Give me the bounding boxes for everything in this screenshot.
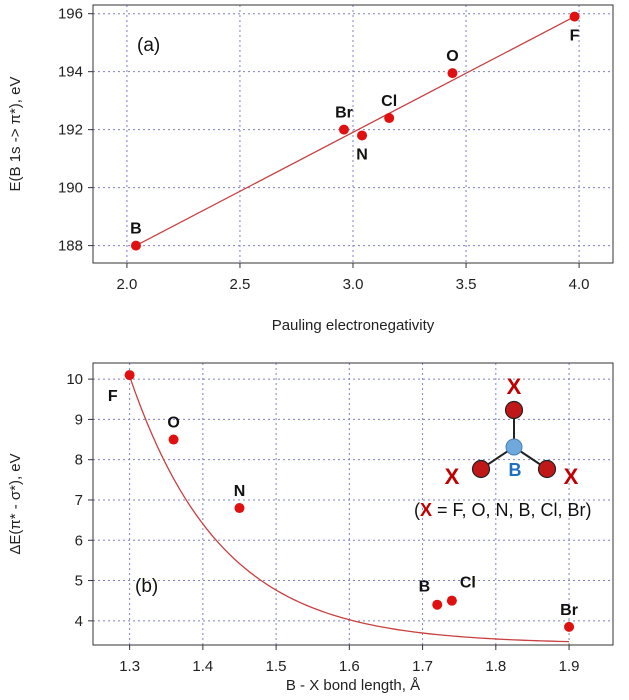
- chart-a-fit-line-path: [135, 16, 575, 247]
- chart-a-x-tick-label: 2.5: [230, 276, 251, 293]
- chart-b-data-point: [124, 370, 135, 381]
- chart-b-x-tick-label: 1.8: [485, 658, 506, 675]
- chart-b-x-tick-label: 1.9: [559, 658, 580, 675]
- chart-b-ticks: 1.3 1.4 1.5 1.6 1.7 1.8 1.9 4 5 6 7 8 9 10: [66, 371, 579, 675]
- chart-a-data-point: [569, 11, 580, 22]
- chart-b-data-point: [234, 503, 245, 514]
- chart-b: 1.3 1.4 1.5 1.6 1.7 1.8 1.9 4 5 6 7 8 9 10 F O N B Cl Br (…: [7, 362, 614, 694]
- chart-a-x-tick-label: 3.5: [456, 276, 477, 293]
- chart-a-point-label: Br: [335, 105, 353, 122]
- chart-b-x-tick-label: 1.5: [266, 658, 287, 675]
- chart-b-panel-label: (b): [135, 576, 158, 597]
- chart-b-point-label: F: [108, 388, 118, 405]
- chart-a-grid: [93, 5, 613, 263]
- chart-a-y-tick-label: 192: [58, 122, 83, 139]
- chart-b-fit-curve: [129, 376, 570, 643]
- chart-a-point-label: Cl: [381, 93, 397, 110]
- chart-b-y-tick-label: 5: [75, 573, 83, 590]
- chart-a-panel-label: (a): [137, 35, 160, 56]
- chart-b-y-tick-label: 4: [75, 613, 83, 630]
- chart-a-x-tick-label: 4.0: [569, 276, 590, 293]
- chart-b-y-axis-label: ΔE(π* - σ*), eV: [7, 453, 24, 554]
- chart-b-point-label: O: [167, 415, 179, 432]
- legend-open-paren: (: [414, 500, 420, 520]
- chart-b-y-tick-label: 6: [75, 532, 83, 549]
- chart-a-y-tick-label: 190: [58, 180, 83, 197]
- chart-b-data-point: [446, 595, 457, 606]
- x-label-left: X: [445, 464, 460, 489]
- chart-a-x-axis-label: Pauling electronegativity: [272, 317, 435, 334]
- legend-elements: = F, O, N, B, Cl, Br): [432, 500, 592, 520]
- chart-b-y-tick-label: 9: [75, 411, 83, 428]
- chart-a-data-point: [357, 130, 368, 141]
- chart-b-data-point: [564, 621, 575, 632]
- chart-a-plot-frame: [92, 4, 614, 264]
- chart-b-data-point: [168, 434, 179, 445]
- chart-b-data-point: [432, 599, 443, 610]
- chart-b-grid: [93, 363, 613, 645]
- chart-a-x-tick-label: 2.0: [116, 276, 137, 293]
- chart-b-point-label: B: [419, 579, 431, 596]
- legend-x-symbol: X: [420, 500, 432, 520]
- chart-b-point-label: Cl: [460, 575, 476, 592]
- atom-x-right: [537, 459, 557, 479]
- chart-b-points: F O N B Cl Br: [108, 370, 578, 632]
- chart-b-y-tick-label: 7: [75, 492, 83, 509]
- chart-a-y-tick-label: 196: [58, 6, 83, 23]
- chart-b-fit-curve-path: [129, 376, 570, 643]
- chart-b-x-tick-label: 1.6: [339, 658, 360, 675]
- chart-b-y-tick-label: 8: [75, 452, 83, 469]
- x-label-right: X: [564, 464, 579, 489]
- atom-b-center: [505, 438, 523, 456]
- chart-a-y-tick-label: 188: [58, 238, 83, 255]
- chart-a-x-tick-label: 3.0: [343, 276, 364, 293]
- chart-a-y-tick-label: 194: [58, 64, 83, 81]
- chart-a-fit-line: [135, 16, 575, 247]
- chart-b-x-tick-label: 1.3: [119, 658, 140, 675]
- chart-b-y-tick-label: 10: [66, 371, 83, 388]
- chart-b-x-tick-label: 1.4: [192, 658, 213, 675]
- chart-a-data-point: [447, 68, 458, 79]
- chart-b-x-axis-label: B - X bond length, Å: [286, 677, 420, 694]
- chart-b-point-label: N: [234, 483, 246, 500]
- b-label-center: B: [509, 460, 522, 480]
- chart-a-point-label: F: [570, 28, 580, 45]
- substituent-legend: (X = F, O, N, B, Cl, Br): [414, 500, 592, 520]
- chart-b-point-label: Br: [560, 602, 578, 619]
- chart-a-ticks: 2.0 2.5 3.0 3.5 4.0 188 190 192 194 196: [58, 6, 590, 293]
- chart-a-data-point: [384, 113, 395, 124]
- chart-a-points: B Br N Cl O F: [130, 11, 580, 251]
- chart-a-data-point: [338, 124, 349, 135]
- chart-b-x-tick-label: 1.7: [412, 658, 433, 675]
- chart-a-data-point: [130, 240, 141, 251]
- x-label-top: X: [507, 374, 522, 399]
- bx3-molecule-inset: X X X B (X = F, O, N, B, Cl, Br): [414, 374, 592, 520]
- chart-a-point-label: B: [130, 221, 142, 238]
- chart-b-plot-frame: [92, 362, 614, 646]
- atom-x-top: [504, 400, 524, 420]
- chart-a-y-axis-label: E(B 1s -> π*), eV: [7, 77, 24, 192]
- chart-a-point-label: O: [446, 48, 458, 65]
- atom-x-left: [471, 459, 491, 479]
- chart-a-point-label: N: [356, 146, 368, 163]
